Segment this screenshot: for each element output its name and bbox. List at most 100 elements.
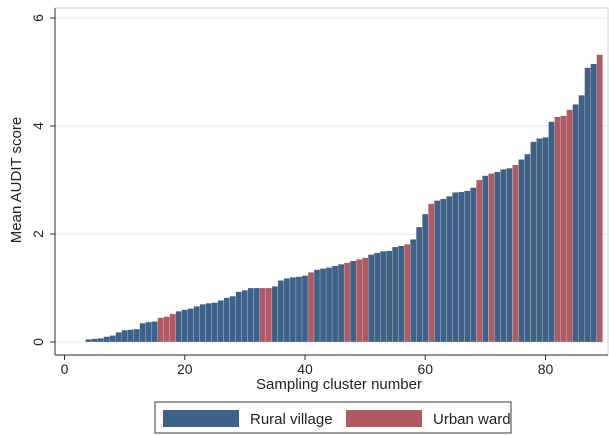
bar-cluster-6 xyxy=(97,338,104,343)
x-tick-label-80: 80 xyxy=(538,361,554,377)
bar-cluster-18 xyxy=(169,313,176,343)
bar-cluster-70 xyxy=(482,175,489,343)
x-tick-label-0: 0 xyxy=(61,361,69,377)
bar-cluster-34 xyxy=(265,287,273,343)
bar-cluster-65 xyxy=(452,192,459,343)
x-tick-label-40: 40 xyxy=(297,361,313,377)
bar-cluster-78 xyxy=(530,141,537,343)
bar-cluster-32 xyxy=(253,287,261,343)
bar-cluster-43 xyxy=(319,268,327,343)
bar-cluster-14 xyxy=(145,321,152,343)
bar-cluster-77 xyxy=(524,153,531,343)
legend-label-rural-village: Rural village xyxy=(250,411,333,428)
bar-cluster-16 xyxy=(157,317,164,343)
bar-cluster-73 xyxy=(500,169,507,343)
bar-cluster-29 xyxy=(235,291,242,343)
bar-cluster-4 xyxy=(85,339,92,343)
bar-cluster-63 xyxy=(440,198,447,343)
bar-cluster-7 xyxy=(103,336,110,343)
bar-cluster-28 xyxy=(229,296,236,343)
bar-cluster-84 xyxy=(566,109,573,343)
legend-label-urban-ward: Urban ward xyxy=(433,411,511,428)
bar-cluster-76 xyxy=(518,159,525,343)
bar-cluster-72 xyxy=(494,171,501,343)
bar-cluster-55 xyxy=(392,246,399,343)
bar-cluster-30 xyxy=(241,290,248,343)
bar-cluster-25 xyxy=(211,302,218,343)
bar-cluster-15 xyxy=(151,321,158,343)
bar-cluster-36 xyxy=(277,280,285,343)
bar-cluster-67 xyxy=(464,190,471,343)
bar-cluster-48 xyxy=(349,260,357,343)
bar-cluster-31 xyxy=(247,287,254,343)
bar-cluster-27 xyxy=(223,297,230,343)
bar-cluster-8 xyxy=(109,335,116,343)
y-tick-label-4: 4 xyxy=(30,122,46,130)
bar-cluster-82 xyxy=(554,116,561,343)
bar-cluster-51 xyxy=(368,254,375,343)
bar-cluster-88 xyxy=(590,63,597,343)
bar-cluster-26 xyxy=(217,300,224,343)
bar-cluster-13 xyxy=(139,323,146,343)
bar-cluster-60 xyxy=(422,213,429,343)
y-axis-title: Mean AUDIT score xyxy=(8,117,25,243)
bar-cluster-39 xyxy=(295,276,303,343)
bar-cluster-23 xyxy=(199,304,206,343)
y-tick-label-2: 2 xyxy=(30,230,46,238)
bar-cluster-35 xyxy=(271,286,279,343)
bar-cluster-10 xyxy=(121,330,128,343)
bar-cluster-81 xyxy=(548,121,555,343)
bar-cluster-37 xyxy=(283,278,291,343)
x-axis-title: Sampling cluster number xyxy=(256,376,422,393)
bar-cluster-89 xyxy=(596,54,603,343)
bar-cluster-24 xyxy=(205,303,212,343)
bar-cluster-58 xyxy=(410,239,417,343)
bar-cluster-85 xyxy=(572,104,579,343)
bar-cluster-59 xyxy=(416,226,423,343)
x-tick-label-20: 20 xyxy=(177,361,193,377)
bar-cluster-49 xyxy=(356,259,363,343)
bar-cluster-46 xyxy=(337,264,345,343)
bar-cluster-12 xyxy=(133,328,140,343)
bar-cluster-53 xyxy=(380,251,387,343)
bar-cluster-57 xyxy=(404,244,411,343)
bar-cluster-17 xyxy=(163,316,170,343)
bar-cluster-44 xyxy=(325,267,333,343)
bar-cluster-62 xyxy=(434,200,441,343)
bar-cluster-19 xyxy=(175,311,182,343)
bars xyxy=(85,54,603,343)
bar-cluster-5 xyxy=(91,338,98,343)
bar-cluster-50 xyxy=(362,257,369,343)
bar-cluster-54 xyxy=(386,250,393,343)
bar-cluster-64 xyxy=(446,196,453,343)
bar-cluster-52 xyxy=(374,252,381,343)
bar-cluster-33 xyxy=(259,287,267,343)
bar-cluster-38 xyxy=(289,277,297,343)
legend-swatch-rural-village xyxy=(163,410,239,427)
bar-cluster-40 xyxy=(301,275,309,343)
bar-cluster-47 xyxy=(343,262,351,343)
bar-cluster-20 xyxy=(181,309,188,343)
y-tick-label-6: 6 xyxy=(30,14,46,22)
bar-cluster-83 xyxy=(560,115,567,343)
legend-swatch-urban-ward xyxy=(346,410,422,427)
bar-cluster-61 xyxy=(428,203,435,343)
bar-cluster-71 xyxy=(488,173,495,343)
bar-cluster-79 xyxy=(536,138,543,343)
bar-cluster-74 xyxy=(506,168,513,343)
y-tick-label-0: 0 xyxy=(30,338,46,346)
bar-cluster-68 xyxy=(470,187,477,343)
bar-cluster-11 xyxy=(127,329,134,343)
bar-cluster-21 xyxy=(187,308,194,343)
bar-cluster-22 xyxy=(193,306,200,343)
bar-cluster-75 xyxy=(512,164,519,343)
bar-cluster-56 xyxy=(398,245,405,343)
bar-cluster-69 xyxy=(476,179,483,343)
bar-cluster-87 xyxy=(584,67,591,343)
bar-cluster-86 xyxy=(578,95,585,343)
axes xyxy=(54,8,608,356)
bar-cluster-80 xyxy=(542,137,549,343)
legend: Rural village Urban ward xyxy=(154,401,512,434)
